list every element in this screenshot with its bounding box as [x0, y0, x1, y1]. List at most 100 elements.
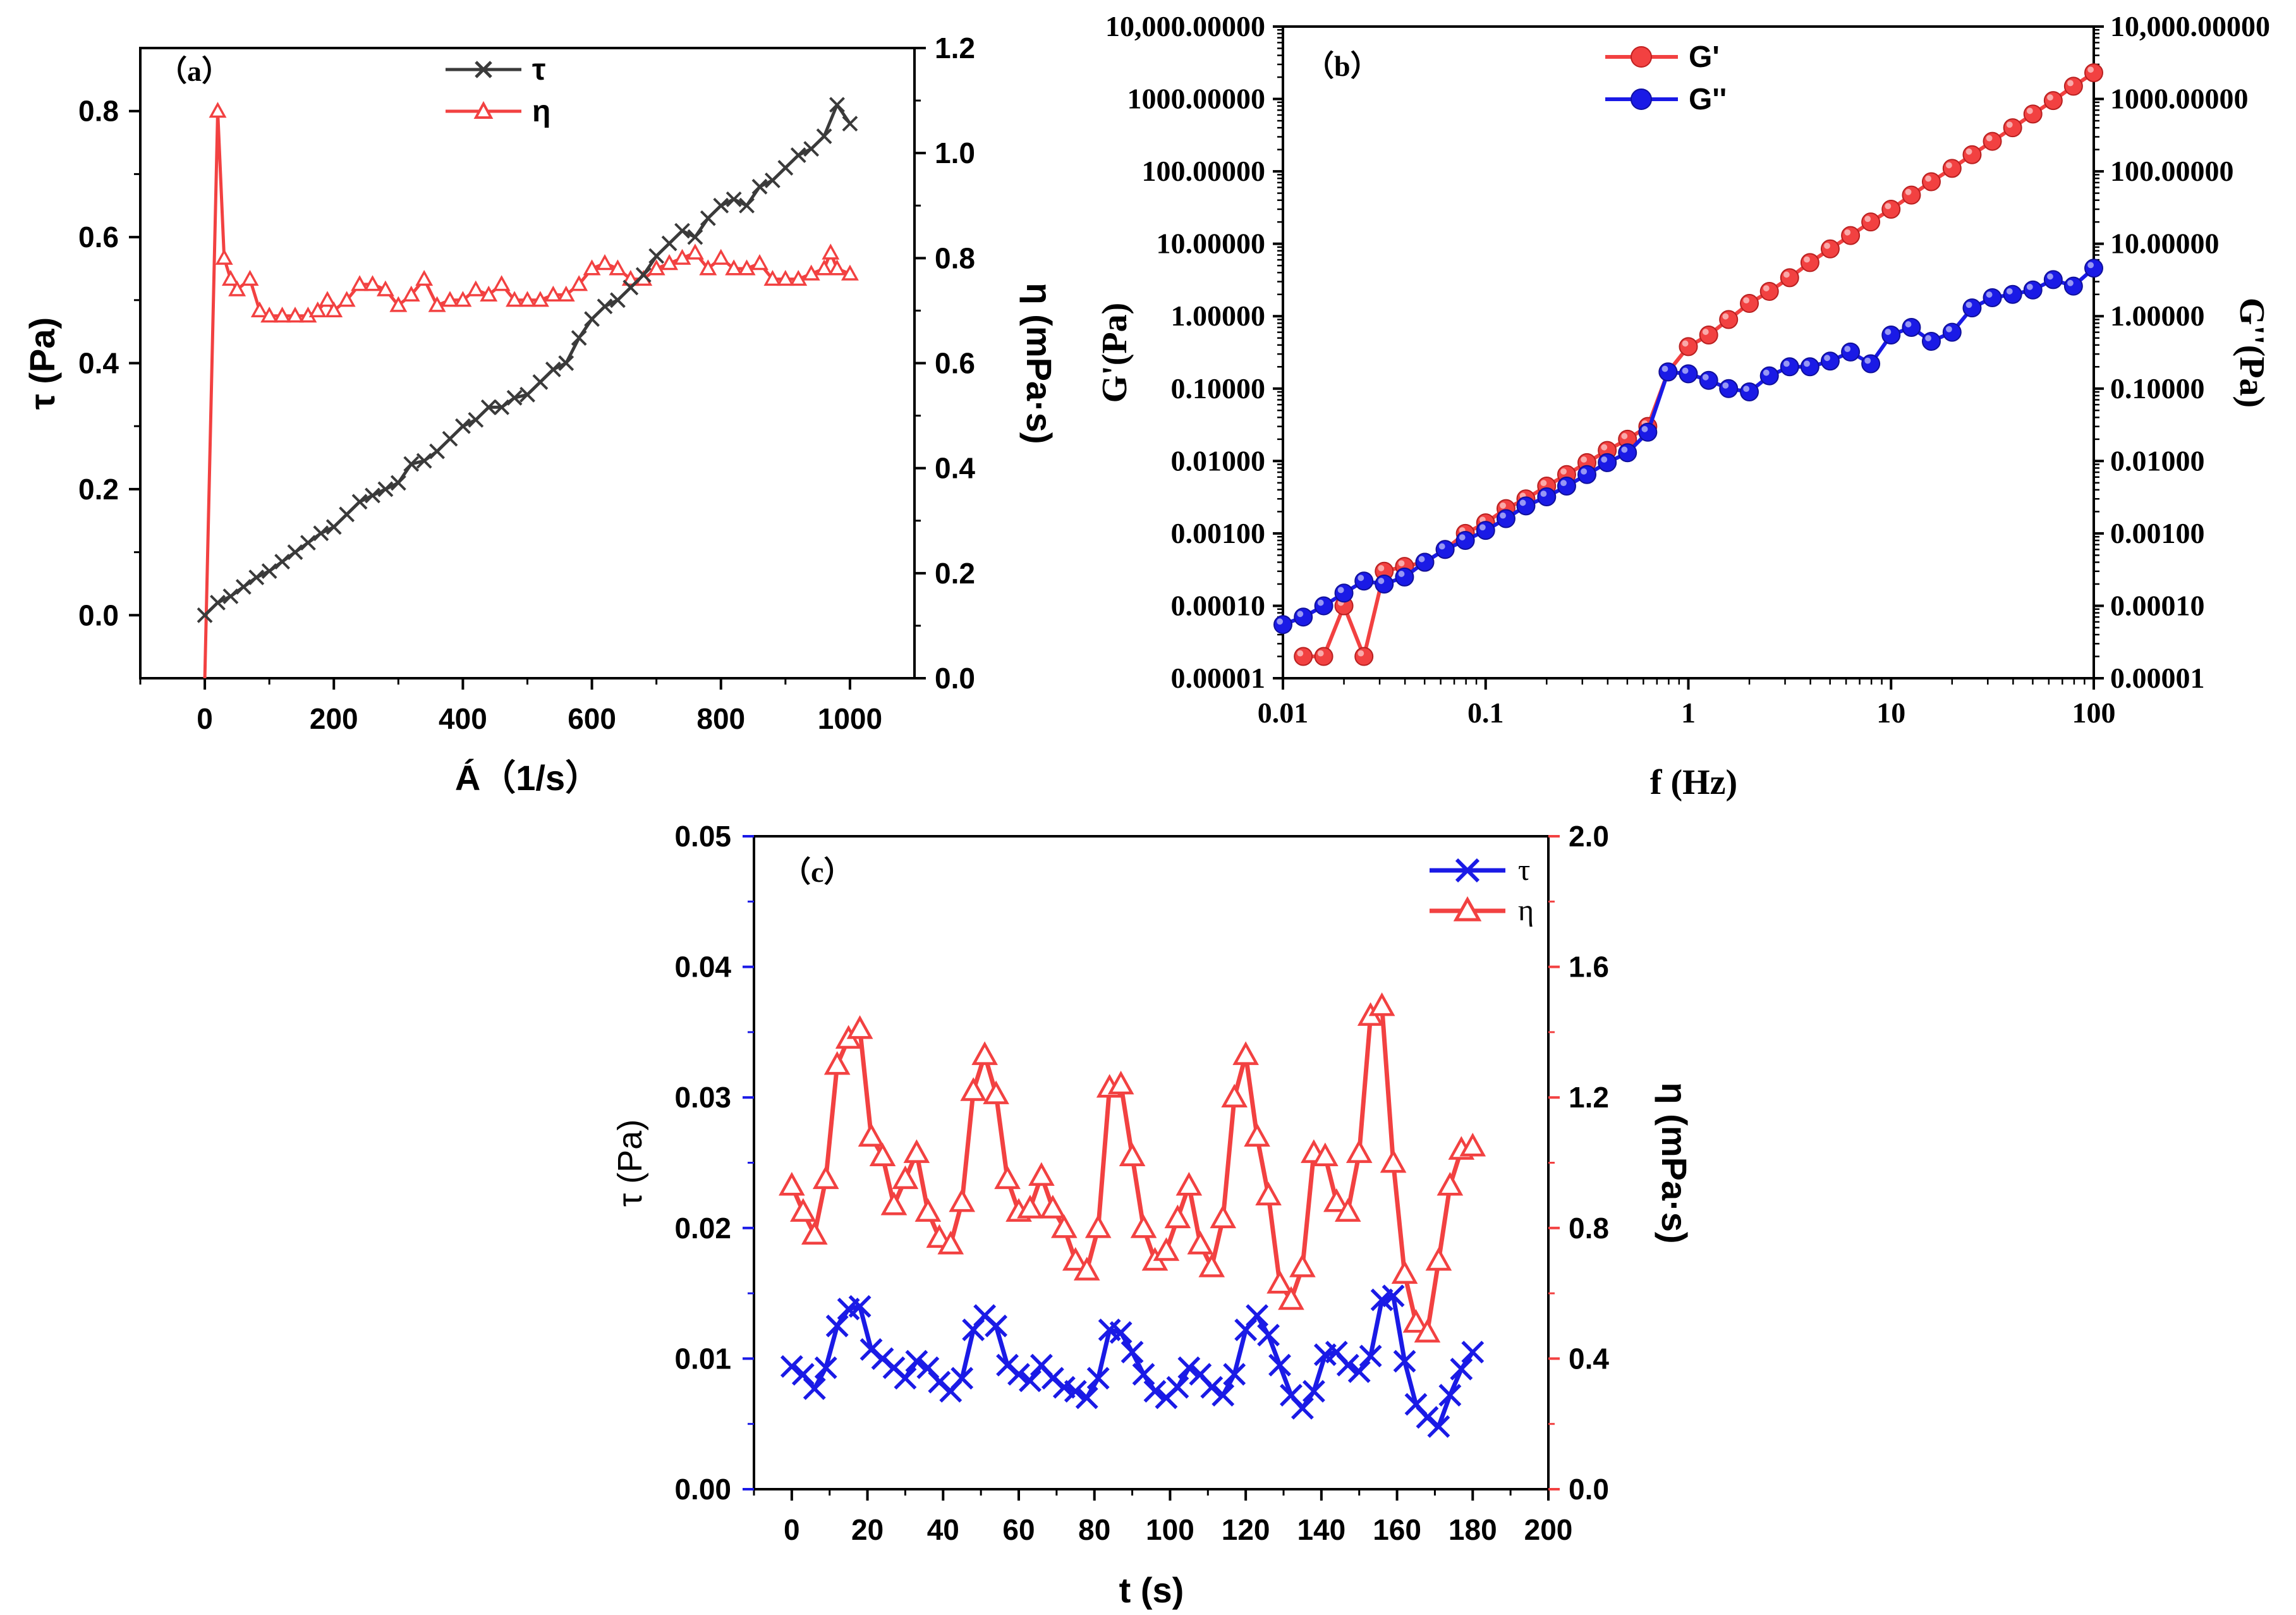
a-eta-point — [209, 102, 227, 118]
b-xtick-label: 10 — [1876, 697, 1905, 729]
a-eta-point — [402, 285, 420, 302]
a-eta-point — [802, 264, 820, 281]
b-gprime-point-highlight — [1398, 560, 1405, 567]
a-eta-point — [325, 301, 343, 317]
a-tau-point — [455, 418, 471, 434]
b-gdoubleprime-point-highlight — [1277, 618, 1283, 625]
a-tau-point — [429, 443, 445, 460]
panel-b-series — [1273, 63, 2103, 666]
c-tau-point — [1302, 1380, 1325, 1403]
a-ytick-left-label: 0.2 — [78, 473, 119, 506]
legend-a-tau-label: τ — [532, 53, 545, 87]
b-gdoubleprime-point-highlight — [1378, 578, 1385, 584]
a-eta-point — [699, 259, 717, 276]
b-gprime-point — [1820, 239, 1840, 259]
a-tau-point — [313, 525, 329, 542]
a-eta-point — [308, 301, 327, 317]
a-eta-point — [466, 280, 485, 296]
b-gdoubleprime-point — [1537, 487, 1557, 507]
b-gdoubleprime-point — [1699, 370, 1718, 390]
panel-c-xlabel: t (s) — [1119, 1570, 1184, 1610]
a-eta-point — [531, 291, 549, 307]
c-xtick-label: 140 — [1297, 1513, 1345, 1546]
c-eta-point — [1084, 1214, 1112, 1238]
b-gdoubleprime-point-highlight — [1438, 543, 1445, 550]
a-tau-point — [480, 399, 497, 415]
a-tau-point — [700, 210, 716, 226]
b-gprime-point — [1921, 172, 1941, 192]
b-gdoubleprime-point-highlight — [1844, 346, 1851, 352]
a-eta-point — [228, 280, 246, 296]
a-eta-point — [351, 275, 369, 291]
b-gdoubleprime-point — [1516, 496, 1536, 516]
a-xtick-label: 400 — [439, 702, 487, 735]
c-tau-point — [780, 1355, 803, 1378]
a-tau-point — [803, 141, 820, 157]
a-tau-point — [197, 607, 213, 623]
b-gdoubleprime-point — [1273, 615, 1292, 635]
b-gdoubleprime-point-highlight — [2026, 283, 2033, 290]
b-gprime-point — [1679, 337, 1698, 357]
b-gdoubleprime-point — [2063, 276, 2083, 296]
a-eta-point — [273, 307, 291, 323]
a-xtick-label: 0 — [197, 702, 213, 735]
a-tau-point — [648, 248, 665, 264]
a-tau-point — [558, 355, 574, 371]
b-gprime-point-highlight — [1885, 203, 1892, 210]
b-ytick-right-label: 0.10000 — [2110, 372, 2205, 405]
a-tau-point — [532, 374, 549, 390]
c-tau-line — [790, 1293, 1475, 1429]
b-gdoubleprime-point — [1314, 596, 1333, 616]
b-gdoubleprime-point — [1780, 357, 1799, 377]
c-eta-point — [1164, 1204, 1191, 1229]
b-ytick-left-label: 1.00000 — [1171, 300, 1266, 332]
b-gdoubleprime-point-highlight — [1641, 425, 1648, 432]
a-eta-point — [822, 243, 840, 260]
c-ytick-right-label: 0.8 — [1569, 1212, 1609, 1245]
b-ytick-right-label: 0.00100 — [2110, 517, 2205, 549]
b-gprime-point — [2003, 118, 2022, 138]
b-ytick-left-label: 0.10000 — [1171, 372, 1266, 405]
b-gdoubleprime-point — [1881, 325, 1901, 344]
a-tau-point — [713, 197, 729, 214]
a-tau-point — [274, 554, 290, 570]
b-gdoubleprime-point-highlight — [1783, 360, 1790, 367]
a-ytick-right-label: 0.4 — [935, 452, 975, 485]
a-tau-point — [842, 116, 858, 132]
c-eta-point — [789, 1198, 817, 1222]
b-gprime-point-highlight — [1986, 135, 1993, 142]
c-eta-point — [823, 1051, 851, 1075]
a-eta-point — [337, 291, 356, 307]
c-xtick-label: 180 — [1449, 1513, 1497, 1546]
b-gdoubleprime-point — [1294, 607, 1313, 627]
b-gdoubleprime-point-highlight — [1317, 599, 1324, 606]
a-tau-point — [222, 588, 239, 604]
a-eta-point — [286, 307, 304, 323]
b-gdoubleprime-point-highlight — [2067, 279, 2074, 286]
a-ytick-right-label: 0.2 — [935, 557, 975, 590]
c-ytick-right-label: 2.0 — [1569, 820, 1609, 853]
c-eta-point — [960, 1077, 987, 1101]
c-tau-point — [1382, 1284, 1405, 1308]
c-eta-point — [903, 1139, 930, 1163]
legend-a-tau-marker — [475, 61, 492, 78]
a-eta-point — [596, 254, 614, 271]
b-gdoubleprime-point-highlight — [1885, 329, 1892, 335]
c-tau-point — [894, 1367, 917, 1390]
panel-c-ticks: 0 20 40 60 80 100 120 140 160 180 200 0.00 0.01 0.02 0… — [674, 820, 1609, 1546]
b-gprime-point-highlight — [1925, 175, 1931, 182]
c-tau-point — [985, 1314, 1008, 1338]
c-eta-point — [858, 1123, 885, 1147]
c-tau-point — [1359, 1344, 1382, 1368]
legend-b-gp-marker — [1631, 46, 1652, 68]
b-gdoubleprime-point-highlight — [1297, 611, 1304, 618]
b-gdoubleprime-point-highlight — [1763, 369, 1770, 376]
b-ytick-left-label: 0.00010 — [1171, 589, 1266, 621]
c-xtick-label: 40 — [927, 1513, 959, 1546]
b-gdoubleprime-point-highlight — [1418, 556, 1425, 563]
b-gdoubleprime-point-highlight — [1479, 524, 1486, 531]
a-ytick-left-label: 0.0 — [78, 599, 119, 631]
c-ytick-left-label: 0.02 — [674, 1212, 731, 1245]
a-eta-point — [712, 248, 730, 265]
